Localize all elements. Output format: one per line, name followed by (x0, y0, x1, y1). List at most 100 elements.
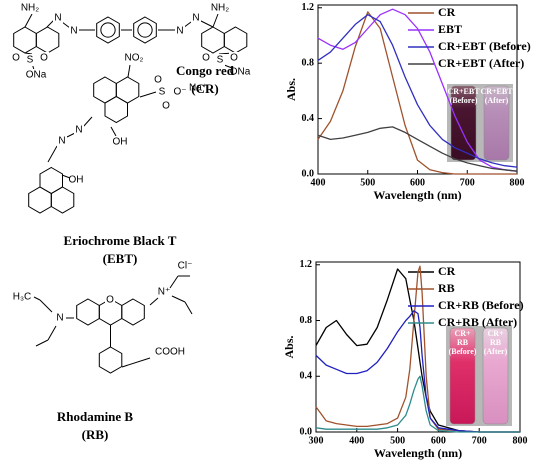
atom-label: O (12, 53, 20, 64)
ring (13, 26, 37, 54)
ring (133, 16, 157, 44)
ring (35, 26, 60, 54)
atom-bg (193, 82, 203, 94)
atom-label: N (70, 26, 77, 37)
series-line (317, 11, 517, 175)
bond (47, 145, 58, 163)
ring (28, 186, 52, 214)
x-tick-label: 800 (513, 435, 528, 446)
bond (24, 13, 33, 28)
bond (171, 295, 186, 303)
y-tick-label: 0.8 (302, 57, 315, 68)
ring (96, 16, 120, 44)
ring (223, 26, 248, 54)
legend-label: CR (438, 264, 456, 278)
inset-label: CR+EBT (447, 87, 480, 96)
x-axis-label: Wavelength (nm) (373, 188, 461, 202)
atom-bg (115, 136, 125, 148)
bond (35, 339, 49, 347)
bond (46, 19, 55, 28)
vial (483, 85, 510, 161)
y-tick-label: 0.8 (300, 315, 313, 326)
atom-label: N (192, 13, 199, 24)
ring (104, 95, 128, 124)
atom-bg (57, 135, 67, 147)
atom-bg (25, 2, 35, 14)
atom-label: ONa (26, 70, 47, 81)
bond (66, 132, 76, 138)
structure-name: Rhodamine B (57, 409, 134, 424)
atom-bg (39, 52, 49, 64)
atom-bg (55, 312, 65, 324)
x-tick-label: 500 (360, 177, 375, 188)
y-axis-label: Abs. (284, 78, 298, 101)
inset-label: (Before) (450, 96, 478, 105)
atom-label: S (217, 55, 224, 66)
x-tick-label: 500 (390, 435, 405, 446)
bond (24, 52, 33, 55)
bond (149, 297, 159, 306)
series-line (317, 14, 518, 168)
ring (121, 298, 145, 326)
inset-label: (Before) (449, 347, 477, 356)
ring (115, 76, 140, 104)
atom-label: N (56, 313, 63, 324)
y-tick-label: 0.0 (300, 426, 313, 437)
atom-label: N (54, 13, 61, 24)
inset-label: (After) (485, 96, 509, 105)
ring-aromatic (137, 22, 153, 38)
legend-label: EBT (438, 22, 462, 36)
atom-bg (31, 69, 41, 81)
charts: 400 500 600 700 800 0.0 0.4 0.8 1.2 Wavelength (n… (282, 2, 531, 460)
atom-label: OH (69, 175, 84, 186)
atom-bg (53, 12, 63, 24)
x-tick-label: 600 (431, 435, 446, 446)
inset-label: CR+ (454, 329, 471, 338)
bond (127, 64, 131, 78)
x-tick-label: 300 (309, 435, 324, 446)
ring (50, 186, 75, 214)
atom-bg (157, 86, 167, 98)
ring (93, 76, 117, 104)
atom-bg (129, 52, 139, 64)
bond (184, 301, 193, 315)
bond (61, 174, 71, 179)
atom-label: Na⁺ (189, 83, 207, 94)
atom-label: O (106, 295, 114, 306)
atom-label: N (58, 136, 65, 147)
atom-bg (175, 86, 185, 98)
atom-label: NH₂ (211, 3, 229, 14)
ring (98, 346, 123, 374)
bond (39, 299, 53, 313)
bond (212, 13, 219, 28)
ring (76, 298, 100, 326)
ring (201, 26, 225, 54)
series-line (317, 8, 518, 172)
atom-bg (11, 52, 21, 64)
structure-name: Congo red (176, 63, 235, 78)
x-tick-label: 700 (460, 177, 475, 188)
plot-frame (315, 261, 521, 433)
y-tick-label: 1.2 (302, 2, 315, 13)
bond (139, 91, 157, 98)
series-line (315, 310, 520, 433)
vial (450, 85, 477, 161)
atom-label: O (154, 75, 162, 86)
bond (61, 21, 71, 29)
series-line (315, 265, 520, 433)
bond (121, 357, 151, 368)
legend-label: RB (438, 281, 455, 295)
y-axis-label: Abs. (282, 335, 296, 358)
x-tick-label: 800 (510, 177, 525, 188)
atom-label: S (159, 87, 166, 98)
atom-label: NH₂ (21, 3, 39, 14)
x-axis-label: Wavelength (nm) (374, 446, 462, 460)
atom-label: S (27, 55, 34, 66)
atom-label: O⁻ (173, 87, 186, 98)
atom-bg (25, 54, 35, 66)
x-tick-label: 400 (311, 177, 326, 188)
structure-abbr: (CR) (191, 81, 218, 96)
bond (169, 275, 179, 289)
series-line (315, 375, 520, 433)
